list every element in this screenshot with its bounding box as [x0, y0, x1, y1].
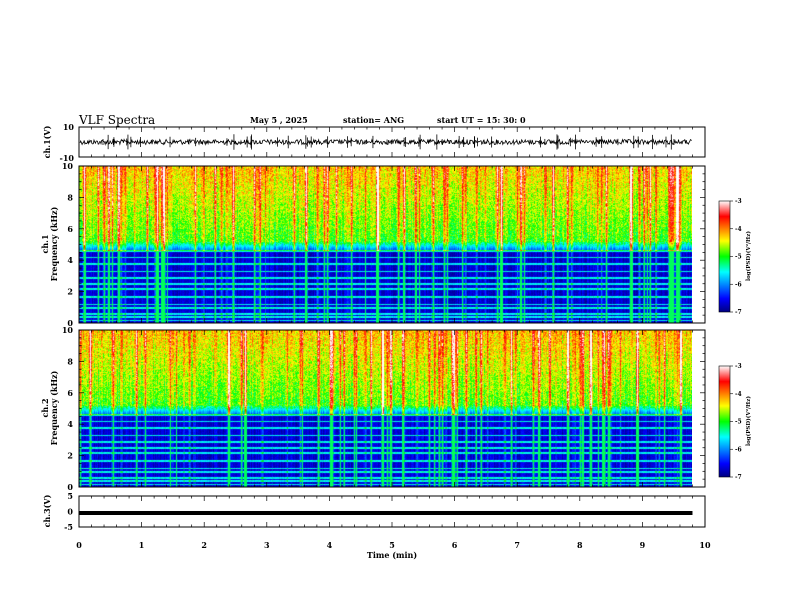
x-tick-label: 7: [514, 540, 520, 550]
y-tick-label: 2: [67, 451, 73, 461]
ch1-spectrogram-image: [79, 166, 692, 323]
ch1-ytick-bottom: -10: [60, 153, 75, 163]
header-station: station= ANG: [343, 115, 404, 125]
header-start: start UT = 15: 30: 0: [437, 115, 526, 125]
colorbar-tick-label: -4: [735, 226, 742, 233]
ch3-yticks: 5 0 -5: [64, 491, 83, 532]
x-tick-label: 8: [577, 540, 583, 550]
x-tick-label: 3: [264, 540, 270, 550]
x-tick-label: 2: [201, 540, 207, 550]
ch2-colorbar: [718, 365, 731, 478]
spectrogram-raster: [79, 166, 692, 323]
x-tick-label: 1: [139, 540, 145, 550]
ch1-colorbar: [718, 200, 731, 313]
colorbar-tick-label: -7: [735, 474, 742, 481]
x-tick-label: 0: [76, 540, 82, 550]
y-tick-label: 8: [67, 192, 73, 202]
ch1-waveform-spikes: [102, 134, 675, 150]
colorbar-tick-label: -6: [735, 446, 742, 453]
y-tick-label: -5: [64, 522, 73, 532]
y-tick-label: 6: [67, 388, 73, 398]
colorbar-tick-label: -5: [735, 254, 742, 261]
chart-title: VLF Spectra: [78, 113, 155, 127]
ch3-ylabel: ch.3(V): [42, 494, 52, 527]
ch1-spectrogram-ylabel-freq: Frequency (kHz): [49, 206, 59, 281]
spectrogram-raster: [79, 330, 692, 487]
colorbar-tick-label: -5: [735, 419, 742, 426]
colorbar-tick-label: -6: [735, 281, 742, 288]
y-tick-label: 10: [62, 161, 74, 171]
x-tick-label: 10: [699, 540, 711, 550]
ch1-waveform-ylabel: ch.1(V): [42, 125, 52, 158]
ch1-spectrogram-ylabel: ch.1: [40, 234, 50, 253]
ch2-spectrogram-ylabel: ch.2: [40, 398, 50, 417]
y-tick-label: 8: [67, 356, 73, 366]
x-tick-label: 4: [327, 540, 333, 550]
ch1-ytick-top: 10: [63, 122, 75, 132]
ch2-colorbar-ticks: -3 -4 -5 -6 -7: [730, 363, 742, 481]
y-tick-label: 0: [67, 507, 73, 517]
x-tick-label: 9: [640, 540, 646, 550]
y-tick-label: 4: [67, 255, 73, 265]
y-tick-label: 5: [67, 491, 73, 501]
ch2-colorbar-label: log(PSD)(V²/Hz): [745, 396, 752, 446]
ch2-spectrogram-ylabel-freq: Frequency (kHz): [49, 370, 59, 445]
time-axis-ticks: [78, 127, 706, 527]
y-tick-label: 10: [62, 325, 74, 335]
y-tick-label: 4: [67, 419, 73, 429]
ch1-spectrogram-yticks: 0 2 4 6 8 10: [62, 161, 705, 328]
x-tick-label: 6: [452, 540, 458, 550]
ch2-spectrogram-yticks: 0 2 4 6 8 10: [62, 325, 705, 492]
colorbar-tick-label: -3: [735, 363, 742, 370]
colorbar-tick-label: -7: [735, 309, 742, 316]
time-axis-tick-labels: 0 1 2 3 4 5 6 7 8 9 10: [76, 540, 711, 550]
ch1-colorbar-ticks: -3 -4 -5 -6 -7: [730, 198, 742, 316]
y-tick-label: 0: [67, 318, 73, 328]
ch1-colorbar-label: log(PSD)(V²/Hz): [745, 231, 752, 281]
x-tick-label: 5: [389, 540, 395, 550]
colorbar-tick-label: -3: [735, 198, 742, 205]
y-tick-label: 0: [67, 482, 73, 492]
y-tick-label: 6: [67, 224, 73, 234]
colorbar-tick-label: -4: [735, 391, 742, 398]
header-date: May 5 , 2025: [250, 115, 308, 125]
ch2-spectrogram-image: [79, 330, 692, 487]
ch1-waveform-trace: [79, 138, 692, 146]
time-axis-label: Time (min): [367, 550, 417, 560]
y-tick-label: 2: [67, 287, 73, 297]
